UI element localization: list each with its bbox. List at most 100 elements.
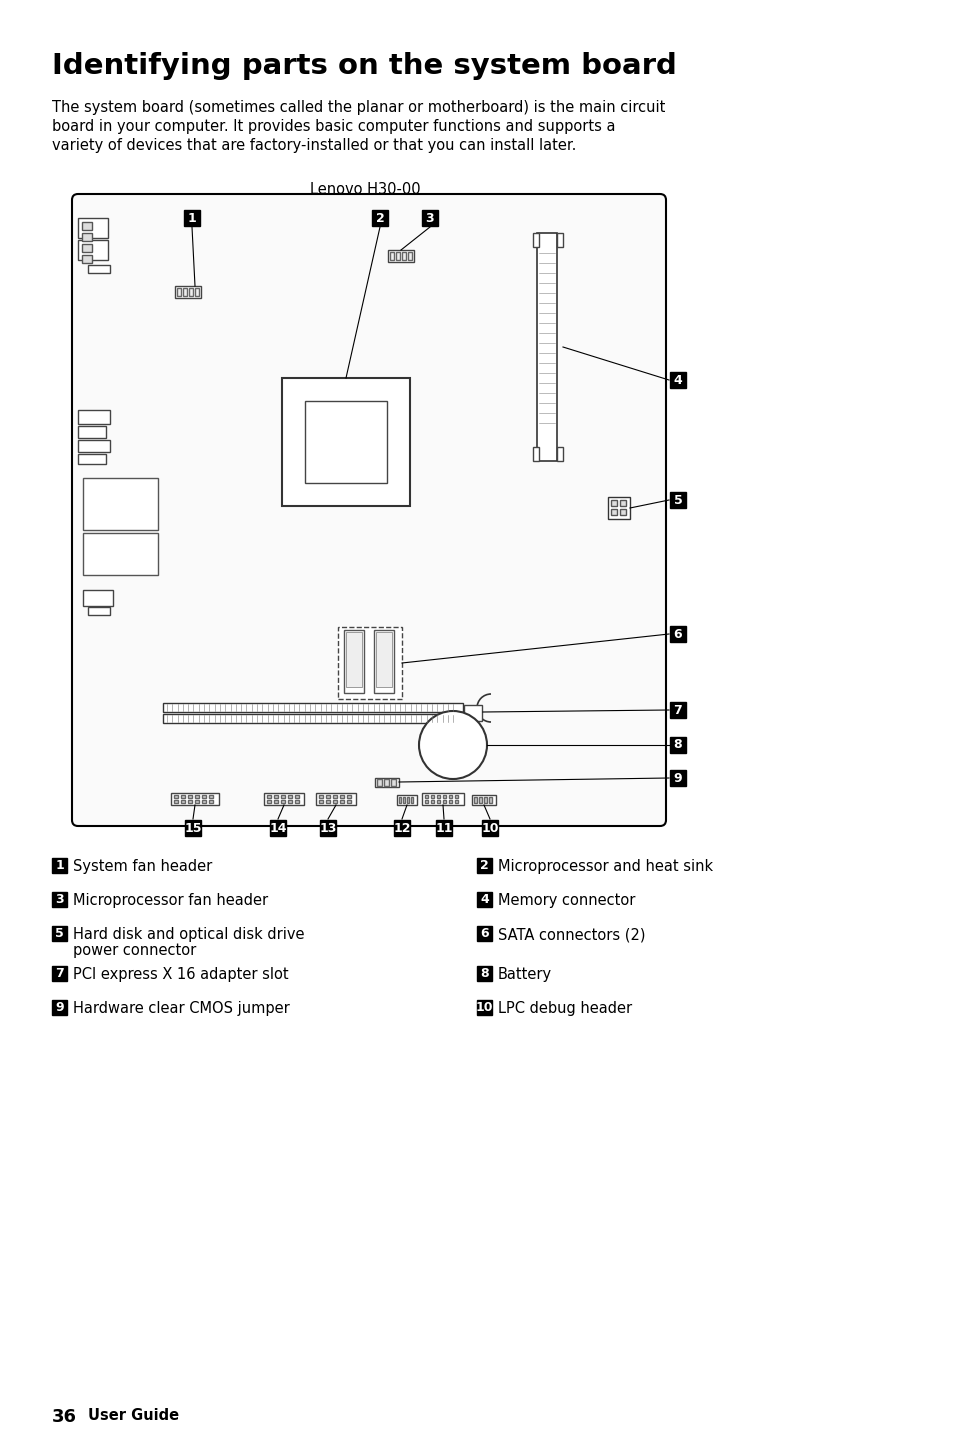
Bar	[52, 1000, 67, 1015]
Bar	[424, 796, 428, 799]
Bar	[189, 287, 193, 296]
Bar	[669, 701, 685, 717]
Bar	[326, 796, 330, 799]
Bar	[173, 800, 178, 803]
Bar	[319, 820, 335, 836]
Text: 3: 3	[425, 212, 434, 225]
Bar	[305, 401, 387, 484]
Bar	[431, 800, 434, 803]
Text: 13: 13	[319, 822, 336, 835]
Bar	[375, 632, 392, 687]
Text: 10: 10	[480, 822, 498, 835]
Text: SATA connectors (2): SATA connectors (2)	[497, 926, 645, 942]
Bar	[424, 800, 428, 803]
Text: 7: 7	[55, 967, 64, 980]
Bar	[388, 250, 414, 261]
Bar	[288, 796, 292, 799]
Bar	[337, 627, 401, 698]
Bar	[78, 454, 106, 465]
Bar	[88, 607, 110, 616]
Text: Battery: Battery	[497, 967, 552, 982]
Bar	[483, 797, 486, 803]
Bar	[407, 797, 409, 803]
Bar	[318, 800, 323, 803]
Bar	[209, 796, 213, 799]
Bar	[376, 780, 381, 786]
Text: 6: 6	[479, 926, 488, 939]
Bar	[163, 714, 462, 723]
Text: 8: 8	[673, 739, 681, 752]
Bar	[339, 796, 344, 799]
Text: 1: 1	[188, 212, 196, 225]
Bar	[401, 253, 406, 260]
Bar	[171, 793, 219, 804]
Bar	[78, 240, 108, 260]
Bar	[390, 253, 394, 260]
Text: 4: 4	[479, 893, 488, 906]
Bar	[78, 425, 106, 439]
Text: 2: 2	[375, 212, 384, 225]
Bar	[52, 892, 67, 908]
Bar	[537, 232, 557, 460]
Bar	[394, 820, 410, 836]
Bar	[557, 232, 562, 247]
Bar	[402, 797, 405, 803]
Bar	[274, 800, 277, 803]
Text: System fan header: System fan header	[73, 860, 212, 874]
Bar	[478, 797, 481, 803]
Bar	[669, 738, 685, 754]
Bar	[474, 797, 476, 803]
Bar	[188, 800, 192, 803]
FancyBboxPatch shape	[71, 195, 665, 826]
Bar	[88, 266, 110, 273]
Bar	[202, 800, 206, 803]
Bar	[315, 793, 355, 804]
Bar	[78, 218, 108, 238]
Text: Hard disk and optical disk drive: Hard disk and optical disk drive	[73, 926, 304, 942]
Bar	[375, 778, 398, 787]
Bar	[669, 626, 685, 642]
Bar	[52, 966, 67, 982]
Bar	[281, 796, 285, 799]
Bar	[174, 286, 201, 298]
Bar	[436, 820, 452, 836]
Bar	[408, 253, 412, 260]
Bar	[476, 858, 492, 873]
Bar	[318, 796, 323, 799]
Bar	[184, 211, 200, 227]
Text: 15: 15	[184, 822, 201, 835]
Bar	[476, 966, 492, 982]
Text: 9: 9	[673, 771, 681, 784]
Bar	[455, 796, 457, 799]
Text: 8: 8	[479, 967, 488, 980]
Bar	[391, 780, 395, 786]
Text: User Guide: User Guide	[88, 1408, 179, 1423]
Bar	[288, 800, 292, 803]
Bar	[339, 800, 344, 803]
Bar	[267, 800, 271, 803]
Bar	[294, 796, 298, 799]
Bar	[533, 232, 538, 247]
Bar	[181, 796, 185, 799]
Bar	[476, 926, 492, 941]
Bar	[326, 800, 330, 803]
Bar	[449, 800, 452, 803]
Text: 12: 12	[393, 822, 411, 835]
Text: Memory connector: Memory connector	[497, 893, 635, 908]
Text: LPC debug header: LPC debug header	[497, 1000, 632, 1016]
Bar	[463, 706, 481, 722]
Text: 5: 5	[55, 926, 64, 939]
Text: Hardware clear CMOS jumper: Hardware clear CMOS jumper	[73, 1000, 290, 1016]
Bar	[442, 796, 446, 799]
Bar	[398, 797, 400, 803]
Bar	[344, 630, 364, 693]
Bar	[431, 796, 434, 799]
Bar	[472, 796, 496, 804]
Bar	[82, 232, 91, 241]
Text: 14: 14	[269, 822, 287, 835]
Bar	[270, 820, 286, 836]
Text: variety of devices that are factory-installed or that you can install later.: variety of devices that are factory-inst…	[52, 138, 576, 152]
Bar	[489, 797, 492, 803]
Bar	[281, 800, 285, 803]
Text: Microprocessor fan header: Microprocessor fan header	[73, 893, 268, 908]
